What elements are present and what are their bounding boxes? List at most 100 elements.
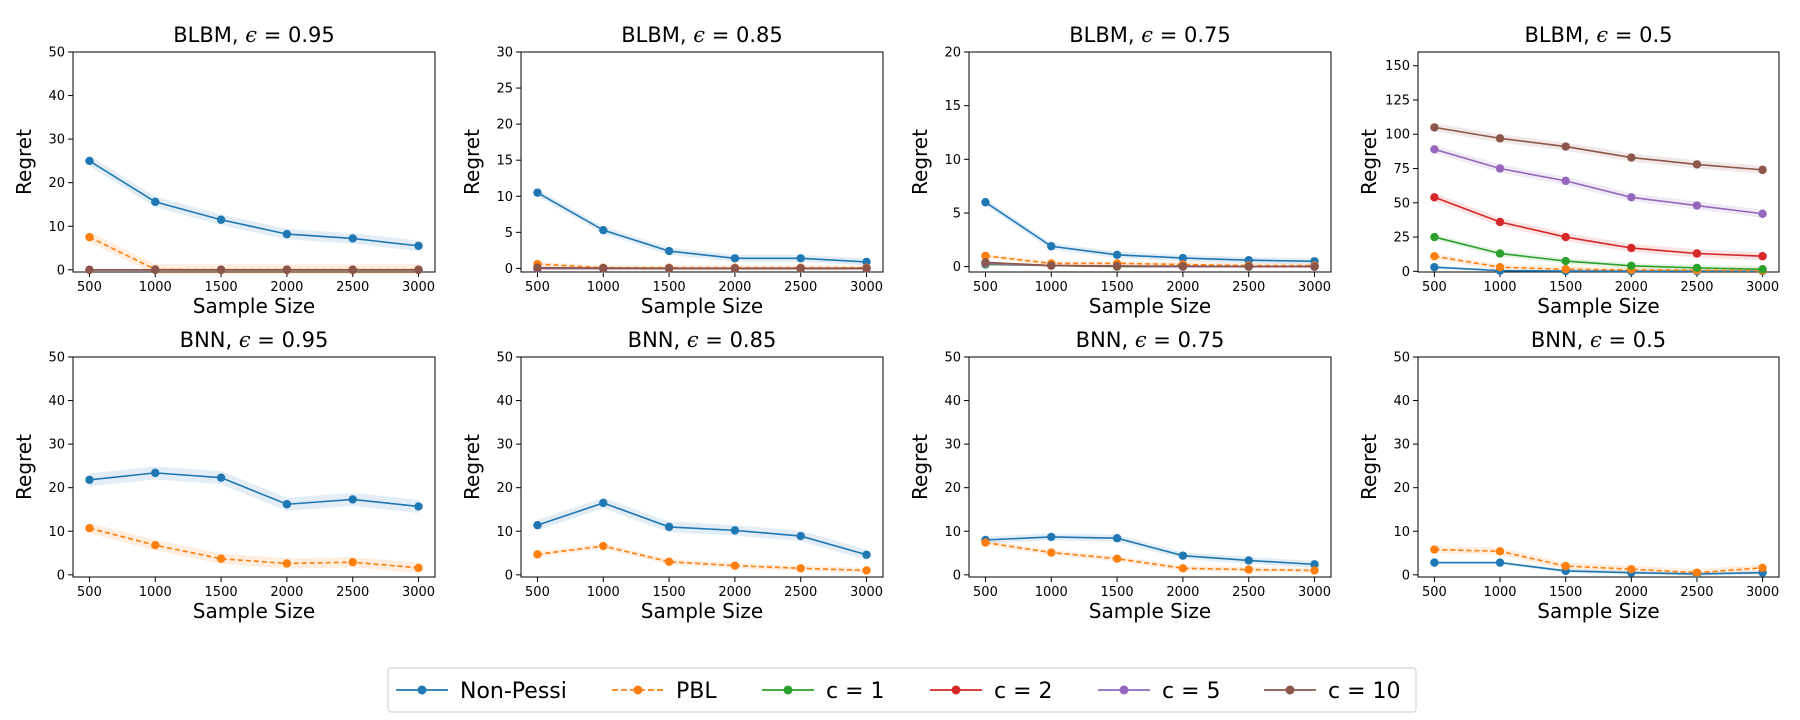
chart-title-epsilon-value: 0.5 <box>1639 23 1672 47</box>
data-point <box>1047 548 1056 557</box>
series-line-c-5 <box>1434 148 1763 215</box>
x-tick-label: 2000 <box>1615 280 1648 295</box>
data-point <box>1430 252 1439 261</box>
chart-title-equals: = <box>1153 23 1184 47</box>
x-axis-label: Sample Size <box>1089 599 1211 623</box>
chart-title: BNN, ϵ = 0.5 <box>1531 328 1666 352</box>
series-line-c-1 <box>1434 236 1763 271</box>
y-tick-label: 10 <box>496 525 513 540</box>
x-tick-label: 2500 <box>784 585 817 600</box>
legend-label: c = 5 <box>1162 679 1221 704</box>
plot-frame <box>520 51 884 273</box>
x-tick-label: 500 <box>973 280 998 295</box>
series-line-pbl <box>537 545 867 572</box>
data-point <box>1178 564 1188 573</box>
data-point <box>862 566 871 575</box>
data-point <box>1561 265 1570 274</box>
chart-title-prefix: BLBM, <box>1524 23 1596 47</box>
data-point <box>1561 176 1570 186</box>
data-point <box>1758 209 1767 218</box>
x-tick-label: 2500 <box>1680 280 1713 295</box>
epsilon-symbol: ϵ <box>245 23 257 47</box>
chart-title: BLBM, ϵ = 0.85 <box>621 23 782 47</box>
x-axis-label: Sample Size <box>641 599 763 623</box>
data-point <box>1430 193 1439 202</box>
data-point <box>1112 534 1122 543</box>
y-tick-label: 125 <box>1385 93 1410 108</box>
y-tick-label: 40 <box>1393 394 1410 409</box>
data-point <box>599 541 608 551</box>
data-point <box>599 225 608 235</box>
confidence-band <box>537 543 867 574</box>
plot-frame <box>72 356 436 578</box>
x-tick-label: 2000 <box>1615 585 1648 600</box>
chart-title-epsilon-value: 0.95 <box>282 328 329 352</box>
chart-title-prefix: BLBM, <box>621 23 693 47</box>
plot-frame <box>72 51 436 273</box>
chart-title-equals: = <box>1608 23 1639 47</box>
legend-label: Non-Pessi <box>460 679 567 704</box>
chart-panel-3: 0 5 10 15 20 500 1000 1500 2000 2500 3000 Sample Si… <box>908 23 1332 318</box>
legend-marker <box>1119 685 1129 695</box>
data-point <box>1430 558 1439 567</box>
y-tick-label: 20 <box>496 118 513 133</box>
data-point <box>85 156 94 166</box>
y-tick-label: 40 <box>944 394 961 409</box>
x-tick-label: 1500 <box>1101 585 1134 600</box>
x-tick-label: 1000 <box>1483 585 1516 600</box>
x-tick-label: 3000 <box>850 280 883 295</box>
x-tick-label: 2500 <box>336 585 369 600</box>
data-point <box>151 265 160 275</box>
y-tick-label: 30 <box>1393 438 1410 453</box>
data-point <box>862 550 871 559</box>
x-tick-label: 1000 <box>139 585 172 600</box>
x-tick-label: 1500 <box>1101 280 1134 295</box>
y-axis-label: Regret <box>460 129 484 195</box>
x-tick-label: 1500 <box>1549 585 1582 600</box>
data-point <box>1495 164 1505 173</box>
data-point <box>599 498 608 508</box>
chart-panel-8: 0 10 20 30 40 50 500 1000 1500 2000 2500 3000 Sample… <box>1357 328 1780 623</box>
data-point <box>85 232 94 242</box>
chart-title-prefix: BNN, <box>1531 328 1590 352</box>
data-point <box>981 538 990 547</box>
legend-marker <box>951 685 961 695</box>
data-point <box>282 265 292 275</box>
chart-title-epsilon-value: 0.95 <box>288 23 335 47</box>
y-tick-label: 0 <box>953 568 961 583</box>
legend-label: c = 2 <box>994 679 1053 704</box>
y-tick-label: 25 <box>496 82 513 97</box>
data-point <box>1495 134 1505 143</box>
chart-title-epsilon-value: 0.85 <box>730 328 777 352</box>
data-point <box>1178 253 1188 263</box>
confidence-band <box>1434 145 1763 218</box>
legend: Non-Pessi PBL c = 1 c = 2 c = 5 c = 10 <box>387 667 1417 713</box>
data-point <box>85 265 94 275</box>
data-point <box>282 229 292 239</box>
data-point <box>730 526 740 535</box>
chart-title-equals: = <box>251 328 282 352</box>
y-tick-label: 15 <box>944 99 961 114</box>
y-tick-label: 50 <box>1393 351 1410 366</box>
x-tick-label: 3000 <box>1298 280 1331 295</box>
x-tick-label: 500 <box>77 280 102 295</box>
chart-title: BNN, ϵ = 0.95 <box>180 328 329 352</box>
y-tick-label: 20 <box>496 481 513 496</box>
epsilon-symbol: ϵ <box>693 23 705 47</box>
data-point <box>1430 232 1439 242</box>
y-tick-label: 100 <box>1385 128 1410 143</box>
data-point <box>981 251 990 261</box>
data-point <box>796 531 805 541</box>
chart-title-prefix: BNN, <box>180 328 239 352</box>
data-point <box>1244 262 1253 271</box>
y-axis-label: Regret <box>1357 129 1381 195</box>
data-point <box>1178 551 1188 560</box>
series-line-non-pessi <box>89 160 419 247</box>
y-tick-label: 25 <box>1393 231 1410 246</box>
x-tick-label: 1000 <box>1035 585 1068 600</box>
x-tick-label: 1000 <box>1035 280 1068 295</box>
data-point <box>1561 142 1570 151</box>
data-point <box>1178 261 1188 271</box>
x-tick-label: 2000 <box>1166 280 1199 295</box>
series-line-pbl <box>1434 255 1763 272</box>
